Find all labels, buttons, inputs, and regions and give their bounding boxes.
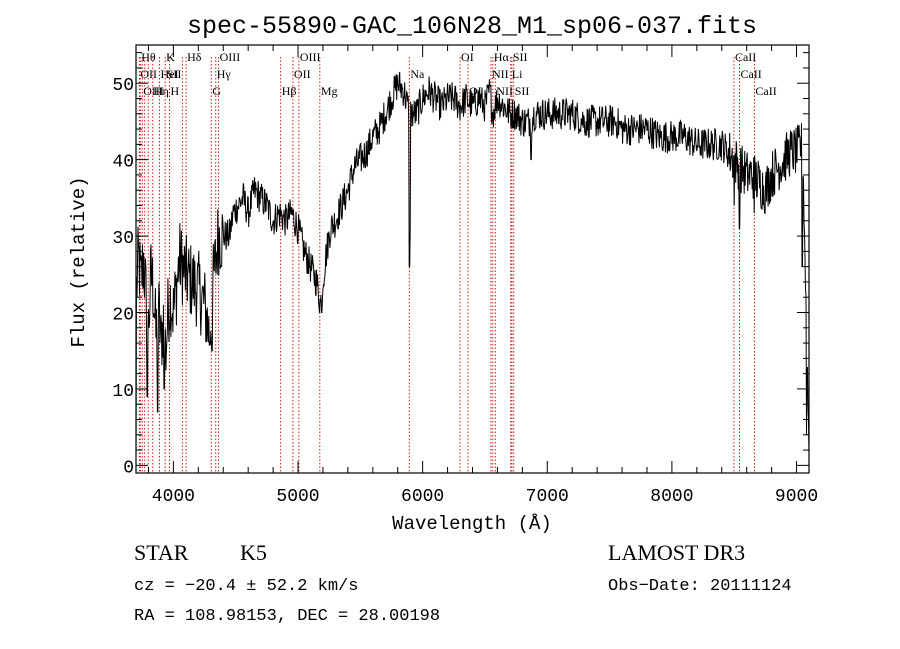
spectral-line-label: OIII [300, 50, 321, 64]
survey-name: LAMOST DR3 [608, 540, 745, 565]
spectral-line-label: Hβ [282, 84, 297, 98]
spectral-line-label: OII [140, 67, 157, 81]
spectral-line-label: SII [513, 50, 528, 64]
y-tick-label: 10 [112, 382, 134, 402]
spectral-line-label: Na [410, 67, 425, 81]
spectral-line-label: OIII [143, 84, 164, 98]
y-tick-labels: 0 10 20 30 40 50 [112, 76, 134, 478]
obs-date: Obs−Date: 20111124 [608, 577, 792, 596]
y-tick-label: 0 [123, 458, 134, 478]
spectral-line-label: Hα [494, 50, 510, 64]
x-tick-label: 5000 [276, 487, 319, 507]
spectral-line-label: G [212, 84, 221, 98]
spectrum-line [135, 71, 810, 458]
y-tick-label: 20 [112, 306, 134, 326]
spectral-line-label: H [171, 84, 180, 98]
spectral-line-label: OIII [220, 50, 241, 64]
spectral-line-label: Hη [154, 84, 169, 98]
x-tick-label: 8000 [650, 487, 693, 507]
spectral-line-label: NII [496, 84, 513, 98]
plot-frame [135, 44, 810, 474]
x-axis-title: Wavelength (Å) [392, 513, 552, 535]
x-tick-label: 6000 [401, 487, 444, 507]
spectral-line-label: CaII [755, 84, 776, 98]
x-tick-label: 9000 [775, 487, 818, 507]
redshift-readout: cz = −20.4 ± 52.2 km/s [134, 577, 358, 596]
spectral-line-label: SII [515, 84, 530, 98]
spectral-line-label: Hθ [141, 50, 156, 64]
x-tick-label: 4000 [152, 487, 195, 507]
object-class: STAR [134, 540, 189, 565]
y-axis-title: Flux (relative) [68, 176, 90, 347]
spectral-line-label: Hδ [187, 50, 202, 64]
chart-title: spec-55890-GAC_106N28_M1_sp06-037.fits [187, 12, 757, 41]
spectral-line-label: Mg [321, 84, 338, 98]
axis-ticks [136, 45, 809, 473]
spectral-line-label: Li [512, 67, 523, 81]
spectral-line-label: CaII [735, 50, 756, 64]
y-tick-label: 30 [112, 229, 134, 249]
y-tick-label: 50 [112, 76, 134, 96]
spectral-line-label: SII [167, 67, 182, 81]
spectral-line-markers [138, 57, 755, 473]
spectral-line-label: NII [492, 67, 509, 81]
spectrum-series [135, 71, 810, 458]
object-subclass: K5 [240, 540, 267, 565]
spectral-line-label: HeI [161, 67, 179, 81]
spectral-line-labels: HθOIIOIIIHηHeIKHSIIHδGHγOIIIHβOIIOIIIMgN… [140, 50, 776, 98]
spectral-line-label: Hγ [217, 67, 232, 81]
spectral-line-label: OI [461, 50, 474, 64]
spectral-line-label: CaII [740, 67, 761, 81]
spectral-line-label: OI [469, 84, 482, 98]
spectral-line-label: K [166, 50, 175, 64]
x-tick-label: 7000 [526, 487, 569, 507]
coordinates: RA = 108.98153, DEC = 28.00198 [134, 607, 440, 626]
x-tick-labels: 4000 5000 6000 7000 8000 9000 [152, 487, 818, 507]
y-tick-label: 40 [112, 153, 134, 173]
spectral-line-label: OII [294, 67, 311, 81]
